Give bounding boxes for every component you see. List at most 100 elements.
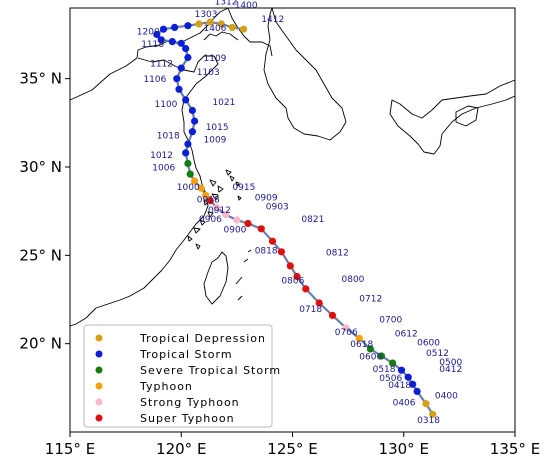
lon-tick-label: 125° E — [267, 440, 317, 458]
time-label: 0818 — [255, 247, 278, 257]
track-point — [302, 285, 310, 293]
track-point — [355, 334, 363, 342]
time-label: 0418 — [388, 381, 411, 391]
time-label: 1009 — [204, 135, 227, 145]
legend-entry-superty: Super Typhoon — [95, 412, 235, 425]
time-label: 0412 — [439, 365, 462, 375]
track-point — [377, 352, 386, 360]
legend: Tropical Depression Tropical Storm Sever… — [83, 324, 281, 428]
time-label: 1015 — [206, 123, 229, 133]
track-point — [404, 373, 412, 381]
legend-label-sts: Severe Tropical Storm — [140, 364, 281, 377]
track-point — [422, 400, 430, 408]
track-point — [233, 216, 241, 224]
track-point — [429, 410, 437, 418]
track-point — [184, 140, 192, 148]
track-point — [222, 211, 230, 219]
taiwan-coastline — [203, 251, 229, 305]
track-point — [217, 20, 225, 28]
track-point — [206, 197, 214, 205]
track-point — [159, 25, 168, 33]
time-label: 0400 — [435, 391, 458, 401]
shikoku-coastline — [455, 105, 479, 127]
track-point — [206, 18, 214, 26]
lon-tick-label: 120° E — [156, 440, 206, 458]
time-label: 1400 — [235, 1, 258, 11]
time-label: 0909 — [255, 194, 278, 204]
track-point — [173, 75, 181, 83]
time-label: 1303 — [195, 10, 218, 20]
legend-marker-ty — [95, 382, 103, 390]
time-label: 0618 — [350, 340, 373, 350]
time-labels-layer: 0318 0400 0406 0412 0418 0500 0506 0512 0518 0600… — [137, 0, 463, 426]
track-point — [184, 22, 192, 30]
time-label: 0706 — [335, 328, 358, 338]
track-point — [268, 237, 277, 245]
axes-layer: 35° N 30° N 25° N 20° N 115° E 120° E 125° E 13… — [19, 70, 540, 458]
lon-tick-label: 115° E — [45, 440, 95, 458]
time-label: 0806 — [281, 277, 304, 287]
ryukyu-islands — [235, 249, 252, 301]
track-point — [197, 184, 205, 192]
track-point — [171, 23, 179, 31]
time-label: 1200 — [137, 28, 160, 38]
lon-tick-label: 135° E — [490, 440, 540, 458]
time-label: 0600 — [417, 338, 440, 348]
track-point — [195, 20, 203, 28]
track-point — [244, 219, 252, 228]
track-point — [342, 324, 350, 332]
legend-entry-sts: Severe Tropical Storm — [95, 364, 281, 377]
track-point — [182, 149, 190, 157]
time-label: 0612 — [395, 330, 418, 340]
track-point — [315, 299, 323, 307]
track-point — [277, 248, 285, 256]
time-label: 0406 — [393, 399, 416, 409]
track-point — [186, 170, 194, 178]
legend-marker-ts — [95, 350, 103, 358]
track-point — [191, 177, 199, 185]
time-label: 1312 — [215, 0, 238, 8]
time-label: 1406 — [204, 24, 227, 34]
track-point — [228, 23, 236, 31]
time-label: 0700 — [379, 316, 402, 326]
time-label: 0821 — [301, 215, 324, 225]
time-label: 1412 — [261, 15, 284, 25]
legend-marker-sty — [95, 398, 103, 406]
legend-box — [83, 324, 273, 428]
time-label: 1118 — [141, 40, 164, 50]
track-point — [293, 272, 301, 281]
time-label: 1103 — [197, 68, 220, 78]
lat-tick-label: 35° N — [19, 70, 62, 88]
legend-marker-sts — [95, 366, 103, 374]
time-label: 1012 — [150, 151, 173, 161]
track-point — [184, 159, 192, 168]
time-label: 0712 — [359, 294, 382, 304]
japan-coastline — [389, 79, 516, 155]
track-point — [177, 39, 185, 47]
time-label: 0606 — [359, 353, 382, 363]
time-label: 0506 — [379, 374, 402, 384]
legend-label-superty: Super Typhoon — [140, 412, 235, 425]
track-point — [286, 262, 294, 270]
track-point — [188, 128, 196, 136]
track-point — [413, 387, 421, 395]
legend-entry-ts: Tropical Storm — [95, 348, 232, 361]
time-label: 0903 — [266, 202, 289, 212]
legend-marker-superty — [95, 414, 103, 422]
track-point — [239, 25, 248, 33]
track-point — [182, 45, 190, 53]
track-point — [257, 225, 265, 233]
track-point — [328, 311, 337, 319]
track-point — [202, 191, 210, 199]
legend-label-td: Tropical Depression — [139, 332, 266, 345]
time-label: 0906 — [199, 215, 222, 225]
track-layer — [153, 18, 437, 418]
korea-coastline — [263, 7, 347, 141]
track-point — [188, 106, 196, 115]
track-point — [191, 117, 199, 125]
track-point — [184, 53, 192, 62]
track-point — [213, 204, 221, 212]
time-label: 0900 — [224, 225, 247, 235]
time-label: 0918 — [197, 195, 220, 205]
track-point — [153, 30, 161, 39]
